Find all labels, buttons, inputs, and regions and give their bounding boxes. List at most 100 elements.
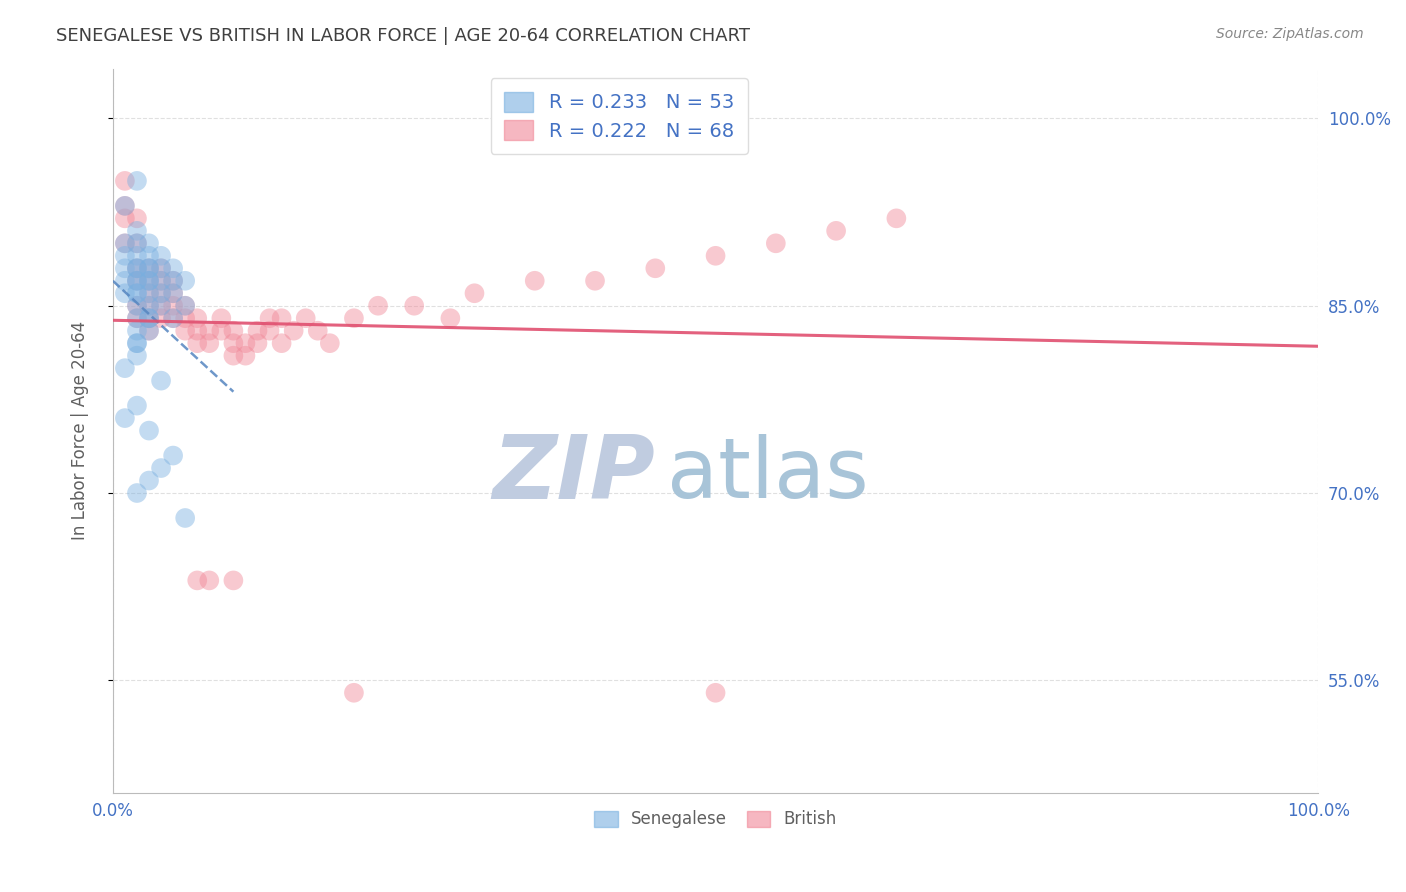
Point <box>186 311 208 326</box>
Point <box>644 261 666 276</box>
Point <box>186 324 208 338</box>
Point <box>138 324 160 338</box>
Point <box>523 274 546 288</box>
Point <box>125 236 148 251</box>
Point <box>198 336 221 351</box>
Point <box>125 274 148 288</box>
Point <box>150 261 173 276</box>
Point <box>886 211 908 226</box>
Point <box>174 299 197 313</box>
Point <box>150 286 173 301</box>
Point <box>162 274 184 288</box>
Point <box>125 224 148 238</box>
Point <box>222 336 245 351</box>
Point <box>150 461 173 475</box>
Text: Source: ZipAtlas.com: Source: ZipAtlas.com <box>1216 27 1364 41</box>
Point <box>125 324 148 338</box>
Point <box>138 286 160 301</box>
Point <box>114 236 136 251</box>
Point <box>222 574 245 588</box>
Point <box>150 261 173 276</box>
Point <box>162 286 184 301</box>
Point <box>162 311 184 326</box>
Point <box>162 261 184 276</box>
Point <box>307 324 329 338</box>
Point <box>343 686 366 700</box>
Point <box>125 336 148 351</box>
Point <box>138 236 160 251</box>
Point <box>125 311 148 326</box>
Point <box>125 249 148 263</box>
Point <box>198 574 221 588</box>
Point <box>222 349 245 363</box>
Point <box>138 261 160 276</box>
Point <box>174 299 197 313</box>
Point <box>138 299 160 313</box>
Point <box>150 274 173 288</box>
Point <box>125 286 148 301</box>
Point <box>125 274 148 288</box>
Point <box>138 274 160 288</box>
Legend: Senegalese, British: Senegalese, British <box>588 804 844 835</box>
Point <box>125 349 148 363</box>
Point <box>162 286 184 301</box>
Point <box>367 299 389 313</box>
Point <box>138 274 160 288</box>
Point <box>138 311 160 326</box>
Point <box>114 361 136 376</box>
Point <box>138 474 160 488</box>
Point <box>259 311 281 326</box>
Point <box>125 299 148 313</box>
Point <box>125 174 148 188</box>
Point <box>125 336 148 351</box>
Point <box>439 311 461 326</box>
Point <box>125 486 148 500</box>
Point <box>174 274 197 288</box>
Point <box>114 199 136 213</box>
Point <box>765 236 787 251</box>
Point <box>463 286 485 301</box>
Point <box>138 324 160 338</box>
Point <box>162 449 184 463</box>
Text: SENEGALESE VS BRITISH IN LABOR FORCE | AGE 20-64 CORRELATION CHART: SENEGALESE VS BRITISH IN LABOR FORCE | A… <box>56 27 751 45</box>
Point <box>114 211 136 226</box>
Point <box>138 311 160 326</box>
Point <box>125 236 148 251</box>
Point <box>270 311 292 326</box>
Point <box>222 324 245 338</box>
Point <box>125 274 148 288</box>
Point <box>125 261 148 276</box>
Point <box>125 311 148 326</box>
Point <box>209 311 232 326</box>
Y-axis label: In Labor Force | Age 20-64: In Labor Force | Age 20-64 <box>72 321 89 541</box>
Point <box>319 336 342 351</box>
Point <box>114 199 136 213</box>
Text: atlas: atlas <box>668 434 869 515</box>
Point <box>246 336 269 351</box>
Point <box>174 511 197 525</box>
Point <box>114 174 136 188</box>
Point <box>150 311 173 326</box>
Point <box>125 261 148 276</box>
Point <box>150 274 173 288</box>
Point <box>150 249 173 263</box>
Point <box>404 299 426 313</box>
Point <box>343 311 366 326</box>
Point <box>186 574 208 588</box>
Point <box>259 324 281 338</box>
Point <box>138 286 160 301</box>
Point <box>114 249 136 263</box>
Point <box>125 286 148 301</box>
Point <box>174 324 197 338</box>
Point <box>150 299 173 313</box>
Point <box>583 274 606 288</box>
Point <box>294 311 316 326</box>
Point <box>138 299 160 313</box>
Point <box>125 261 148 276</box>
Point <box>125 211 148 226</box>
Point <box>198 324 221 338</box>
Point <box>235 349 257 363</box>
Point <box>138 424 160 438</box>
Point <box>150 286 173 301</box>
Point <box>150 374 173 388</box>
